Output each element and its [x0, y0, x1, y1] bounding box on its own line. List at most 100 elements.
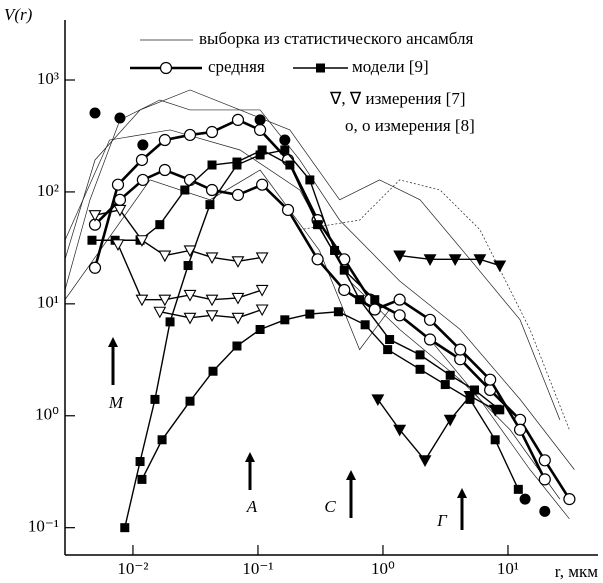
- marker: [88, 261, 102, 274]
- marker: [120, 523, 130, 533]
- marker: [137, 139, 149, 151]
- marker: [205, 183, 219, 197]
- marker: [254, 114, 266, 126]
- x-tick-label: 10⁻¹: [242, 559, 273, 578]
- marker: [111, 178, 125, 191]
- marker: [255, 324, 265, 334]
- marker: [232, 157, 242, 167]
- series-line: [65, 169, 570, 520]
- marker: [313, 220, 323, 230]
- marker: [519, 493, 531, 505]
- x-tick-label: 10⁰: [371, 559, 395, 578]
- marker: [111, 239, 125, 252]
- marker: [385, 335, 395, 345]
- y-tick-label: 10⁰: [35, 405, 59, 424]
- marker: [231, 292, 245, 305]
- marker: [285, 160, 295, 170]
- marker: [180, 185, 190, 195]
- marker: [393, 250, 407, 263]
- legend-marker: [316, 63, 325, 73]
- marker: [136, 173, 149, 187]
- marker: [183, 128, 197, 142]
- x-axis-label: r, мкм: [555, 562, 598, 581]
- marker: [423, 313, 437, 326]
- marker: [257, 145, 267, 155]
- marker: [330, 245, 340, 255]
- x-tick-label: 10⁻²: [117, 559, 148, 578]
- series-line: [65, 89, 561, 420]
- x-tick-label: 10¹: [497, 559, 519, 578]
- marker: [165, 317, 175, 327]
- y-tick-label: 10⁻¹: [28, 517, 59, 536]
- marker: [158, 133, 171, 147]
- marker: [418, 455, 432, 467]
- marker: [463, 391, 477, 403]
- marker: [355, 295, 365, 305]
- marker: [183, 173, 197, 187]
- marker: [137, 474, 147, 484]
- legend-label: средняя: [208, 57, 265, 76]
- marker: [183, 289, 197, 302]
- legend-marker: [159, 61, 173, 75]
- marker: [255, 150, 265, 160]
- series-line: [299, 179, 570, 430]
- marker: [538, 473, 551, 486]
- marker: [490, 435, 500, 445]
- marker: [360, 320, 370, 330]
- marker: [493, 260, 507, 273]
- marker: [153, 306, 167, 319]
- marker: [155, 220, 165, 230]
- marker: [280, 315, 290, 325]
- marker: [205, 310, 219, 322]
- marker: [393, 293, 406, 306]
- legend-label: выборка из статистического ансамбля: [199, 29, 474, 48]
- marker: [183, 261, 193, 271]
- marker: [280, 145, 290, 155]
- legend-label: ∇, ∇ измерения [7]: [329, 89, 466, 108]
- marker: [231, 113, 245, 127]
- marker: [513, 423, 527, 436]
- marker: [208, 366, 218, 376]
- marker: [415, 350, 425, 360]
- marker: [255, 284, 269, 297]
- legend-label: модели [9]: [352, 57, 429, 76]
- marker: [539, 505, 551, 517]
- marker: [513, 484, 523, 494]
- marker: [183, 245, 197, 258]
- marker: [393, 424, 407, 437]
- marker: [448, 254, 462, 266]
- marker: [454, 343, 467, 356]
- marker: [231, 188, 245, 202]
- marker: [253, 123, 267, 137]
- marker: [232, 341, 242, 351]
- annotation-arrowhead: [457, 488, 467, 498]
- marker: [183, 312, 197, 325]
- marker: [484, 373, 497, 386]
- y-tick-label: 10²: [37, 181, 59, 200]
- marker: [368, 303, 381, 316]
- marker: [305, 309, 315, 319]
- marker: [445, 370, 455, 380]
- annotation: C: [324, 497, 336, 516]
- marker: [87, 235, 97, 245]
- marker: [207, 160, 217, 170]
- marker: [279, 134, 291, 146]
- y-tick-label: 10¹: [37, 293, 59, 312]
- y-axis-label: V(r): [4, 5, 33, 24]
- marker: [443, 414, 457, 427]
- marker: [205, 200, 215, 210]
- marker: [383, 345, 393, 355]
- marker: [423, 333, 437, 346]
- marker: [370, 295, 380, 305]
- annotation: Г: [436, 511, 448, 530]
- marker: [495, 405, 505, 415]
- y-tick-label: 10³: [37, 69, 59, 88]
- marker: [393, 309, 406, 322]
- marker: [113, 193, 127, 206]
- series-line: [94, 209, 263, 262]
- annotation: A: [246, 497, 258, 516]
- marker: [338, 283, 351, 297]
- marker: [440, 380, 450, 390]
- marker: [113, 204, 127, 217]
